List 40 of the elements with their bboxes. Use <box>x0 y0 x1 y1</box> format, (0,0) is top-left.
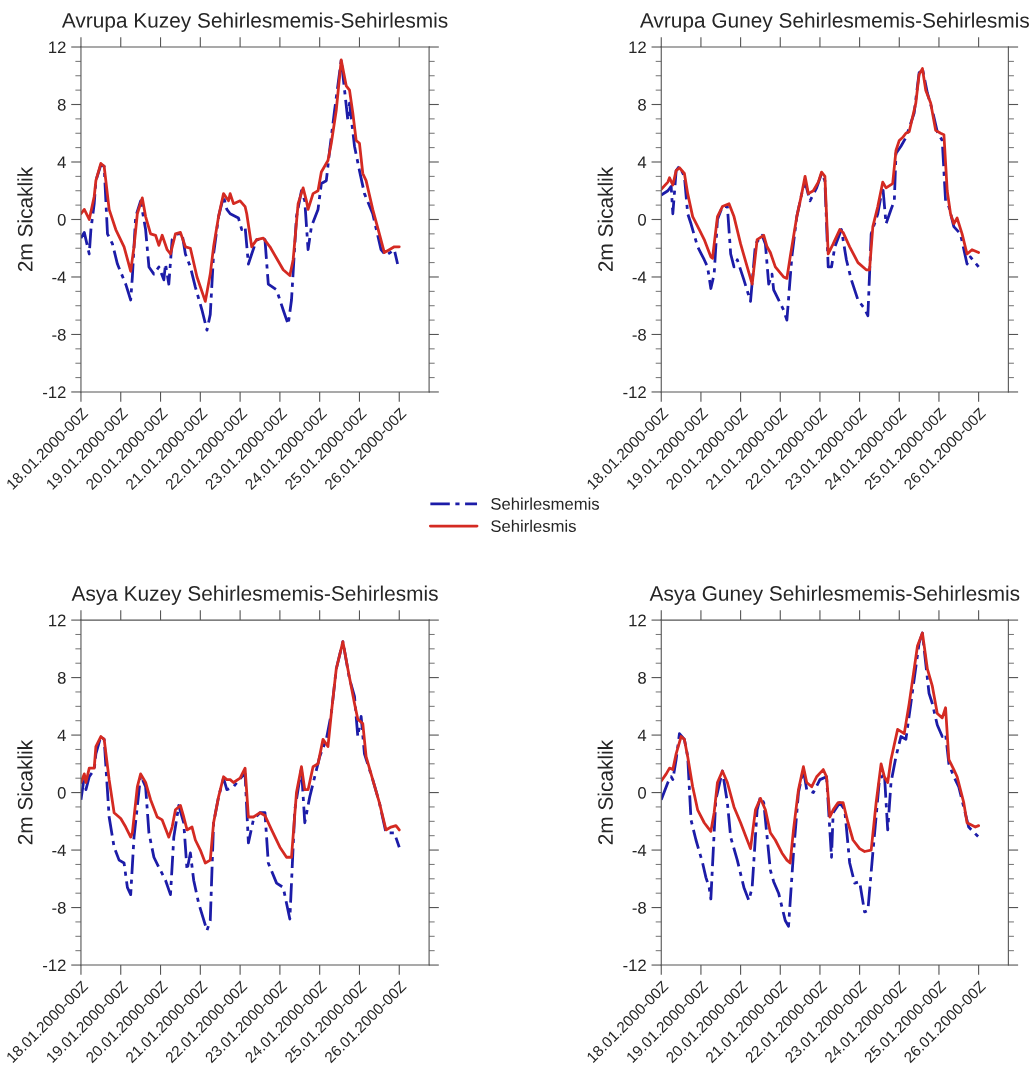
y-tick-label: 0 <box>57 213 66 226</box>
y-tick-label: -8 <box>632 328 646 341</box>
line-series <box>661 631 981 865</box>
y-tick-label: -12 <box>623 386 646 399</box>
y-tick-label: 12 <box>629 614 646 627</box>
y-tick-label: 0 <box>638 213 647 226</box>
legend-label: Sehirlesmemis <box>491 497 600 510</box>
y-tick-label: 4 <box>637 156 647 169</box>
y-tick-label: 0 <box>57 786 66 799</box>
legend-label: Sehirlesmis <box>491 519 576 533</box>
chart-title: Avrupa Guney Sehirlesmemis-Sehirlesmis <box>639 12 1029 32</box>
chart-title: Avrupa Kuzey Sehirlesmemis-Sehirlesmis <box>61 12 448 32</box>
y-tick-label: 8 <box>57 98 66 111</box>
chart-title: Asya Kuzey Sehirlesmemis-Sehirlesmis <box>71 585 438 605</box>
y-axis-title: 2m Sicaklik <box>17 166 33 272</box>
y-tick-label: 4 <box>57 729 66 742</box>
y-tick-label: -12 <box>623 959 646 972</box>
y-tick-label: -12 <box>43 959 66 972</box>
y-axis-title: 2m Sicaklik <box>597 166 613 272</box>
y-tick-label: -4 <box>632 271 647 284</box>
y-tick-label: -8 <box>52 328 66 341</box>
y-tick-label: 12 <box>629 41 646 54</box>
chart-title: Asya Guney Sehirlesmemis-Sehirlesmis <box>649 585 1020 605</box>
y-tick-label: -4 <box>52 844 66 857</box>
y-tick-label: -8 <box>52 901 66 914</box>
y-tick-label: 8 <box>638 98 646 111</box>
y-tick-label: 4 <box>637 729 647 742</box>
y-tick-label: 12 <box>49 614 66 627</box>
y-tick-label: 4 <box>57 156 66 169</box>
y-tick-label: 0 <box>638 786 647 799</box>
y-axis-title: 2m Sicaklik <box>17 739 33 845</box>
y-tick-label: -12 <box>43 386 66 399</box>
y-tick-label: -8 <box>632 901 646 914</box>
y-tick-label: -4 <box>632 844 647 857</box>
y-tick-label: 8 <box>57 671 66 684</box>
y-tick-label: -4 <box>52 271 66 284</box>
y-tick-label: 12 <box>49 41 66 54</box>
line-series <box>80 640 401 865</box>
y-axis-title: 2m Sicaklik <box>597 739 613 845</box>
y-tick-label: 8 <box>638 671 646 684</box>
